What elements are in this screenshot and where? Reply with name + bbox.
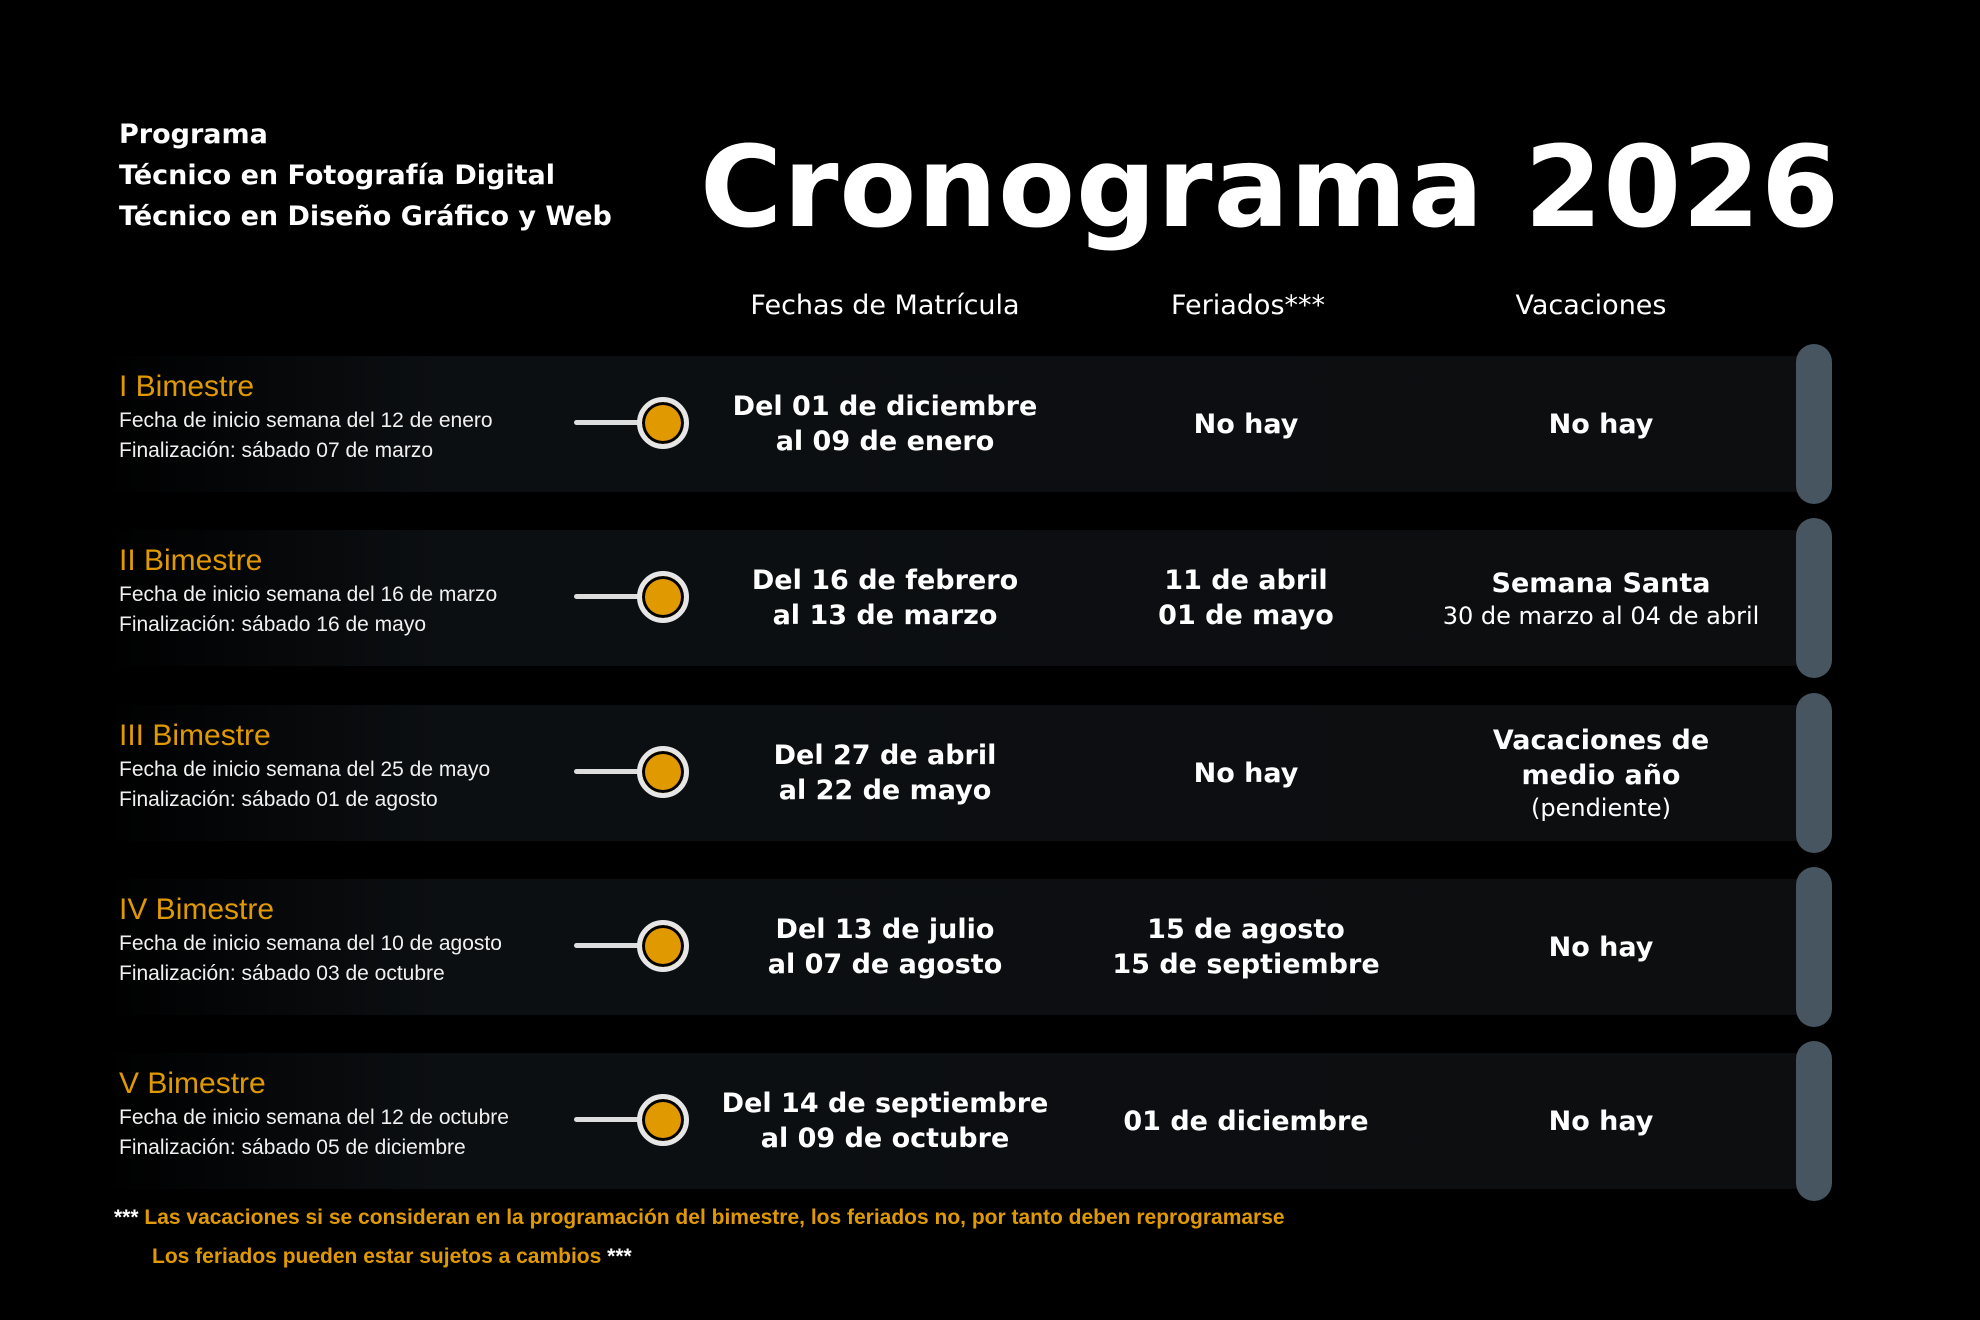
vacaciones-line: No hay bbox=[1548, 1105, 1654, 1137]
feriados-line: No hay bbox=[1193, 757, 1299, 789]
row-side-tab bbox=[1796, 344, 1832, 504]
feriados-cell: No hay bbox=[1046, 356, 1446, 492]
vacaciones-line: medio año bbox=[1521, 760, 1681, 791]
bimestre-name: II Bimestre bbox=[119, 544, 263, 577]
table-row: III Bimestre Fecha de inicio semana del … bbox=[0, 693, 1980, 853]
vacaciones-line: Semana Santa bbox=[1491, 567, 1711, 599]
bimestre-name: IV Bimestre bbox=[119, 893, 275, 926]
footnote-mark: *** bbox=[114, 1206, 139, 1229]
row-background bbox=[100, 705, 1800, 841]
timeline-connector bbox=[574, 420, 640, 425]
vacaciones-line: No hay bbox=[1548, 931, 1654, 963]
matricula-cell: Del 16 de febrero al 13 de marzo bbox=[685, 530, 1085, 666]
feriados-cell: No hay bbox=[1046, 705, 1446, 841]
vacaciones-cell: No hay bbox=[1401, 879, 1801, 1015]
matricula-line: al 13 de marzo bbox=[772, 600, 998, 631]
table-row: II Bimestre Fecha de inicio semana del 1… bbox=[0, 518, 1980, 678]
footnote-mark: *** bbox=[607, 1245, 632, 1268]
matricula-cell: Del 13 de julio al 07 de agosto bbox=[685, 879, 1085, 1015]
table-row: IV Bimestre Fecha de inicio semana del 1… bbox=[0, 867, 1980, 1027]
feriados-cell: 11 de abril 01 de mayo bbox=[1046, 530, 1446, 666]
bimestre-name: I Bimestre bbox=[119, 370, 255, 403]
bimestre-end: Finalización: sábado 01 de agosto bbox=[119, 788, 438, 811]
bimestre-end: Finalización: sábado 05 de diciembre bbox=[119, 1136, 466, 1159]
vacaciones-cell: No hay bbox=[1401, 356, 1801, 492]
row-side-tab bbox=[1796, 1041, 1832, 1201]
matricula-line: al 09 de enero bbox=[775, 426, 995, 457]
row-side-tab bbox=[1796, 518, 1832, 678]
vacaciones-line: Vacaciones de bbox=[1492, 725, 1710, 756]
matricula-line: Del 13 de julio bbox=[775, 914, 995, 945]
vacaciones-cell: Vacaciones de medio año (pendiente) bbox=[1401, 705, 1801, 841]
matricula-cell: Del 27 de abril al 22 de mayo bbox=[685, 705, 1085, 841]
bimestre-end: Finalización: sábado 16 de mayo bbox=[119, 613, 427, 636]
vacaciones-cell: Semana Santa 30 de marzo al 04 de abril bbox=[1401, 530, 1801, 666]
timeline-dot-icon bbox=[637, 920, 689, 972]
timeline-dot-icon bbox=[637, 397, 689, 449]
column-header-matricula: Fechas de Matrícula bbox=[750, 290, 1020, 321]
program-photo: Técnico en Fotografía Digital bbox=[119, 160, 555, 191]
timeline-connector bbox=[574, 1117, 640, 1122]
timeline-connector bbox=[574, 769, 640, 774]
row-side-tab bbox=[1796, 693, 1832, 853]
matricula-cell: Del 14 de septiembre al 09 de octubre bbox=[685, 1053, 1085, 1189]
row-background bbox=[100, 356, 1800, 492]
row-background bbox=[100, 1053, 1800, 1189]
row-background bbox=[100, 879, 1800, 1015]
feriados-cell: 15 de agosto 15 de septiembre bbox=[1046, 879, 1446, 1015]
vacaciones-cell: No hay bbox=[1401, 1053, 1801, 1189]
vacaciones-note: 30 de marzo al 04 de abril bbox=[1442, 601, 1760, 630]
table-row: I Bimestre Fecha de inicio semana del 12… bbox=[0, 344, 1980, 504]
vacaciones-line: No hay bbox=[1548, 408, 1654, 440]
feriados-line: 11 de abril bbox=[1164, 565, 1328, 596]
matricula-line: al 22 de mayo bbox=[778, 775, 992, 806]
program-design: Técnico en Diseño Gráfico y Web bbox=[119, 201, 612, 232]
matricula-line: Del 01 de diciembre bbox=[732, 391, 1038, 422]
feriados-line: 15 de septiembre bbox=[1112, 949, 1380, 980]
footnote-2-text: Los feriados pueden estar sujetos a camb… bbox=[152, 1245, 602, 1268]
bimestre-start: Fecha de inicio semana del 12 de octubre bbox=[119, 1106, 509, 1129]
row-side-tab bbox=[1796, 867, 1832, 1027]
column-header-vacaciones: Vacaciones bbox=[1515, 290, 1667, 321]
bimestre-end: Finalización: sábado 07 de marzo bbox=[119, 439, 434, 462]
timeline-connector bbox=[574, 943, 640, 948]
vacaciones-note: (pendiente) bbox=[1531, 794, 1671, 822]
bimestre-start: Fecha de inicio semana del 10 de agosto bbox=[119, 932, 502, 955]
footnote-1: *** Las vacaciones si se consideran en l… bbox=[114, 1206, 1285, 1230]
program-label: Programa bbox=[119, 119, 268, 150]
feriados-line: 01 de mayo bbox=[1158, 600, 1334, 631]
timeline-dot-icon bbox=[637, 746, 689, 798]
table-row: V Bimestre Fecha de inicio semana del 12… bbox=[0, 1041, 1980, 1201]
feriados-line: 01 de diciembre bbox=[1123, 1105, 1369, 1137]
timeline-dot-icon bbox=[637, 571, 689, 623]
timeline-connector bbox=[574, 594, 640, 599]
matricula-line: al 09 de octubre bbox=[760, 1123, 1010, 1154]
matricula-line: Del 16 de febrero bbox=[751, 565, 1019, 596]
timeline-dot-icon bbox=[637, 1094, 689, 1146]
bimestre-start: Fecha de inicio semana del 25 de mayo bbox=[119, 758, 491, 781]
feriados-line: 15 de agosto bbox=[1147, 914, 1345, 945]
bimestre-name: V Bimestre bbox=[119, 1067, 266, 1100]
matricula-line: Del 27 de abril bbox=[773, 740, 997, 771]
matricula-line: Del 14 de septiembre bbox=[721, 1088, 1049, 1119]
matricula-cell: Del 01 de diciembre al 09 de enero bbox=[685, 356, 1085, 492]
footnote-2: Los feriados pueden estar sujetos a camb… bbox=[152, 1245, 632, 1269]
bimestre-name: III Bimestre bbox=[119, 719, 271, 752]
bimestre-start: Fecha de inicio semana del 16 de marzo bbox=[119, 583, 498, 606]
column-header-feriados: Feriados*** bbox=[1170, 290, 1326, 321]
footnote-1-text: Las vacaciones si se consideran en la pr… bbox=[144, 1206, 1285, 1229]
feriados-cell: 01 de diciembre bbox=[1046, 1053, 1446, 1189]
program-info: Programa Técnico en Fotografía Digital T… bbox=[119, 114, 612, 237]
bimestre-end: Finalización: sábado 03 de octubre bbox=[119, 962, 445, 985]
matricula-line: al 07 de agosto bbox=[767, 949, 1003, 980]
feriados-line: No hay bbox=[1193, 408, 1299, 440]
bimestre-start: Fecha de inicio semana del 12 de enero bbox=[119, 409, 493, 432]
page-title: Cronograma 2026 bbox=[700, 123, 1841, 253]
row-background bbox=[100, 530, 1800, 666]
